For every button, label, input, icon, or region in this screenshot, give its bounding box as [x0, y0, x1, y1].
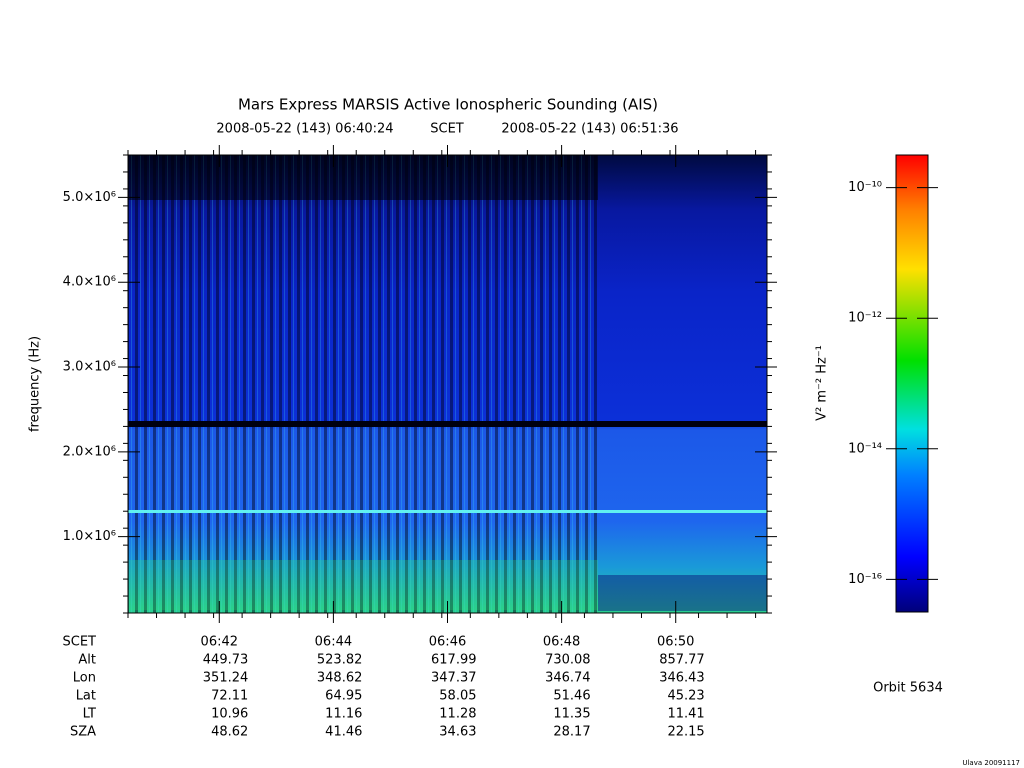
ephemeris-value: 730.08: [545, 653, 591, 668]
ephemeris-value: 346.74: [545, 671, 591, 686]
y-tick-label: 1.0×10⁶: [63, 529, 116, 544]
time-end: 2008-05-22 (143) 06:51:36: [501, 122, 678, 137]
ephemeris-value: 48.62: [211, 725, 248, 740]
ephemeris-value: 11.41: [667, 707, 704, 722]
ephemeris-value: 11.35: [553, 707, 590, 722]
y-tick-label: 2.0×10⁶: [63, 444, 116, 459]
time-label: SCET: [430, 122, 464, 137]
ephemeris-value: 523.82: [317, 653, 363, 668]
x-tick-label: 06:46: [429, 635, 466, 650]
ephemeris-value: 64.95: [325, 689, 362, 704]
x-tick-label: 06:44: [315, 635, 352, 650]
ephemeris-value: 58.05: [439, 689, 476, 704]
y-tick-label: 4.0×10⁶: [63, 275, 116, 290]
ephemeris-value: 41.46: [325, 725, 362, 740]
spectrogram: [128, 155, 767, 613]
row-label: Lon: [73, 671, 96, 686]
ephemeris-value: 857.77: [659, 653, 705, 668]
chart-title: Mars Express MARSIS Active Ionospheric S…: [238, 96, 658, 114]
ephemeris-value: 346.43: [659, 671, 705, 686]
row-label: Alt: [78, 653, 96, 668]
ephemeris-value: 22.15: [667, 725, 704, 740]
x-tick-label: 06:42: [201, 635, 238, 650]
colorbar: [895, 154, 929, 613]
colorbar-tick-label: 10⁻¹⁶: [848, 572, 882, 587]
colorbar-label: V² m⁻² Hz⁻¹: [815, 345, 830, 421]
ephemeris-value: 51.46: [553, 689, 590, 704]
ephemeris-value: 45.23: [667, 689, 704, 704]
ephemeris-value: 351.24: [203, 671, 249, 686]
row-label: SCET: [63, 635, 97, 650]
ephemeris-value: 10.96: [211, 707, 248, 722]
ephemeris-value: 617.99: [431, 653, 477, 668]
footer: Ulava 20091117: [962, 759, 1020, 767]
colorbar-tick-label: 10⁻¹⁴: [848, 441, 882, 456]
colorbar-tick-label: 10⁻¹²: [848, 311, 882, 326]
x-tick-label: 06:48: [543, 635, 580, 650]
y-axis-label: frequency (Hz): [28, 336, 43, 432]
y-tick-label: 3.0×10⁶: [63, 360, 116, 375]
row-label: LT: [83, 707, 96, 722]
ephemeris-value: 11.16: [325, 707, 362, 722]
ephemeris-value: 11.28: [439, 707, 476, 722]
ephemeris-value: 28.17: [553, 725, 590, 740]
y-tick-label: 5.0×10⁶: [63, 190, 116, 205]
ephemeris-value: 34.63: [439, 725, 476, 740]
ephemeris-value: 72.11: [211, 689, 248, 704]
ephemeris-value: 347.37: [431, 671, 477, 686]
row-label: Lat: [76, 689, 96, 704]
time-start: 2008-05-22 (143) 06:40:24: [216, 122, 393, 137]
orbit: Orbit 5634: [873, 681, 943, 696]
colorbar-tick-label: 10⁻¹⁰: [848, 180, 882, 195]
ephemeris-value: 348.62: [317, 671, 363, 686]
row-label: SZA: [70, 725, 96, 740]
ephemeris-value: 449.73: [203, 653, 249, 668]
x-tick-label: 06:50: [657, 635, 694, 650]
